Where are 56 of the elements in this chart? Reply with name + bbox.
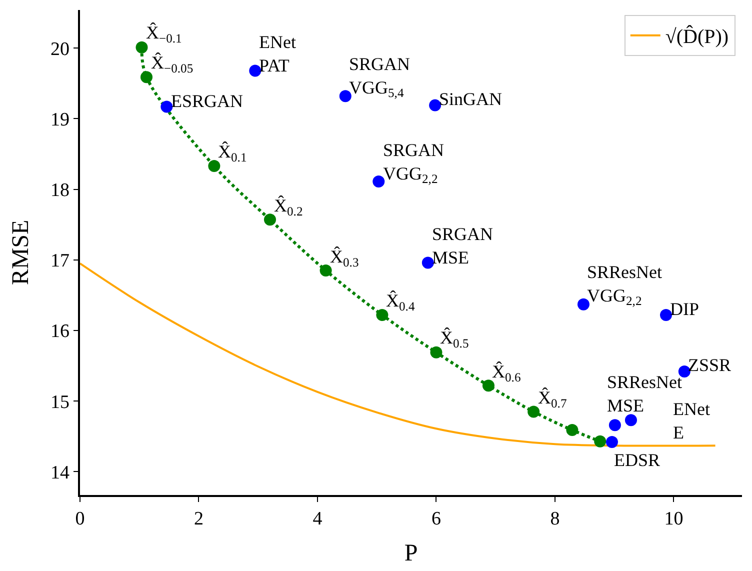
point (660, 308, 672, 321)
point (249, 64, 262, 77)
point (372, 176, 385, 188)
annotation: X̂$_{0.5}$ (440, 327, 469, 350)
x-axis-title: P (404, 540, 418, 566)
point (606, 436, 618, 448)
annotation: X̂$_{−0.05}$ (151, 52, 194, 76)
y-tick-label: 20 (50, 38, 70, 60)
x-tick-label: 6 (431, 508, 441, 530)
annotation: X̂$_{0.6}$ (492, 361, 521, 384)
annotation: DIP (670, 299, 700, 319)
y-tick-label: 17 (50, 250, 70, 272)
annotation: SRGAN VGG$_{5,4}$ (349, 54, 410, 100)
point (160, 100, 173, 113)
point (140, 71, 152, 84)
annotation: ZSSR (688, 355, 732, 375)
annotation: ENet E (673, 399, 710, 442)
point (482, 380, 494, 392)
annotation: X̂$_{0.3}$ (330, 246, 359, 270)
y-tick-label: 19 (50, 109, 70, 130)
annotation: X̂$_{0.7}$ (538, 387, 567, 410)
point (624, 414, 637, 426)
annotation: SRResNet VGG$_{2,2}$ (587, 262, 662, 308)
point (608, 419, 621, 432)
x-tick-label: 2 (194, 508, 204, 530)
x-tick-label: 8 (550, 508, 560, 530)
x-tick-label: 4 (312, 508, 323, 530)
y-axis-title: RMSE (8, 220, 34, 286)
x-tick-label: 10 (664, 508, 684, 530)
point (429, 99, 442, 112)
point (422, 256, 434, 269)
annotation: EDSR (614, 450, 660, 470)
point (264, 214, 276, 226)
annotation: X̂$_{0.2}$ (274, 195, 303, 218)
annotation: SRGAN VGG$_{2,2}$ (383, 140, 444, 186)
annotation: ESRGAN (171, 91, 244, 111)
y-tick-label: 16 (50, 321, 70, 342)
annotation: X̂$_{−0.1}$ (146, 22, 182, 46)
point (136, 41, 148, 54)
point (594, 435, 606, 448)
point (208, 160, 220, 172)
y-tick-label: 14 (50, 462, 70, 484)
x-tick-label: 0 (75, 508, 85, 530)
annotation: SinGAN (439, 89, 502, 109)
y-tick-label: 15 (50, 392, 70, 413)
point (320, 264, 332, 276)
annotation: SRGAN MSE (432, 224, 494, 268)
point (528, 406, 540, 418)
annotation: X̂$_{0.4}$ (386, 290, 416, 314)
point (376, 308, 388, 321)
annotation: X̂$_{0.1}$ (218, 141, 247, 164)
legend-label: √(D̂(P)) (665, 25, 729, 48)
y-tick-label: 18 (50, 180, 70, 201)
annotation: ENet PAT (259, 32, 296, 76)
point (566, 424, 578, 436)
point (430, 346, 442, 358)
